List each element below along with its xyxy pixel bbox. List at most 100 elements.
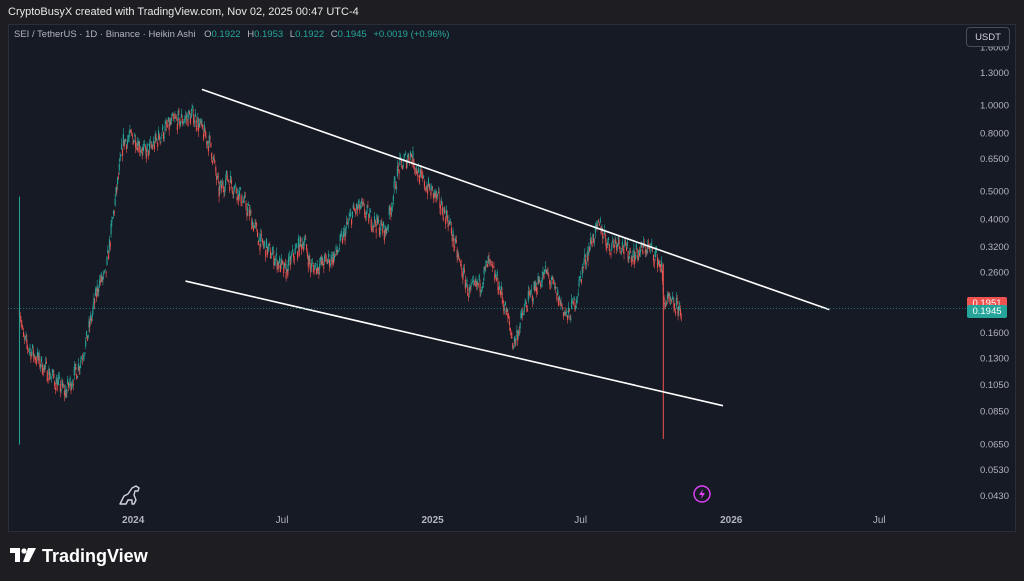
candle-body xyxy=(172,115,174,118)
candle-body xyxy=(150,143,152,147)
candle-body xyxy=(197,117,199,123)
candle-body xyxy=(217,176,219,178)
candle-body xyxy=(117,177,119,184)
candle-body xyxy=(584,253,586,258)
candle-body xyxy=(157,130,160,139)
candle-body xyxy=(620,251,622,253)
candle-body xyxy=(65,393,67,397)
candle-body xyxy=(567,307,569,314)
lightning-icon[interactable] xyxy=(693,485,711,503)
candle-body xyxy=(263,244,265,246)
candle-body xyxy=(55,377,57,384)
y-tick-label: 0.2600 xyxy=(980,268,1009,279)
candle-body xyxy=(644,249,646,254)
candle-body xyxy=(167,117,169,122)
candle-body xyxy=(256,231,259,238)
candle-body xyxy=(632,259,634,264)
candle-body xyxy=(354,210,356,212)
candle-body xyxy=(158,135,160,140)
candle-body xyxy=(502,300,504,303)
candle-body xyxy=(593,238,595,243)
candle-body xyxy=(51,374,53,376)
candle-body xyxy=(287,269,289,276)
candle-body xyxy=(454,246,456,248)
candle-body xyxy=(155,136,157,140)
candle-body xyxy=(77,363,79,371)
candle-body xyxy=(109,242,111,247)
candle-body xyxy=(463,267,465,274)
candle-body xyxy=(297,251,299,259)
candle-body xyxy=(229,175,232,183)
candle-body xyxy=(371,229,373,230)
candle-body xyxy=(336,249,338,253)
candle-body xyxy=(68,384,70,386)
candle-body xyxy=(621,241,623,247)
chart-frame[interactable] xyxy=(8,24,1016,532)
lower-trendline[interactable] xyxy=(185,280,724,407)
candle-body xyxy=(31,351,33,356)
candle-body xyxy=(154,134,156,142)
candle-body xyxy=(289,260,291,266)
candle-body xyxy=(218,186,220,197)
candle-body xyxy=(532,298,534,301)
candle-body xyxy=(260,233,262,243)
candle-body xyxy=(634,254,637,260)
upper-trendline[interactable] xyxy=(201,88,830,311)
tradingview-brand[interactable]: TradingView xyxy=(10,546,148,567)
candle-body xyxy=(377,218,379,224)
candle-body xyxy=(661,261,663,267)
candle-body xyxy=(132,140,134,145)
candle-body xyxy=(658,261,660,263)
candle-body xyxy=(315,268,317,274)
candle-body xyxy=(526,309,529,311)
candle-body xyxy=(135,148,137,149)
candle-body xyxy=(26,339,28,344)
candle-body xyxy=(270,251,272,259)
candle-body xyxy=(265,249,267,258)
candle-body xyxy=(40,366,42,368)
candle-body xyxy=(639,252,641,256)
candle-body xyxy=(235,188,237,194)
candle-body xyxy=(114,198,116,206)
candle-body xyxy=(60,389,62,391)
candle-body xyxy=(424,188,426,189)
candle-body xyxy=(299,236,301,246)
candle-body xyxy=(670,300,673,302)
candle-body xyxy=(321,256,323,261)
candle-body xyxy=(566,311,568,312)
candle-body xyxy=(421,173,423,174)
candle-body xyxy=(461,270,463,277)
candle-body xyxy=(159,141,161,143)
candle-body xyxy=(177,111,179,121)
candle-body xyxy=(395,183,397,190)
candle-body xyxy=(313,269,315,274)
candle-body xyxy=(659,264,661,267)
candle-body xyxy=(633,248,635,256)
candle-body xyxy=(676,298,678,300)
y-tick-label: 0.1300 xyxy=(980,354,1009,365)
candle-body xyxy=(504,308,506,310)
candle-body xyxy=(341,233,343,235)
candle-body xyxy=(673,302,675,309)
candle-body xyxy=(536,292,538,294)
candle-body xyxy=(364,209,366,215)
candle-body xyxy=(466,279,468,283)
candle-body xyxy=(195,120,197,127)
candle-body xyxy=(460,264,462,266)
y-tick-label: 0.0850 xyxy=(980,406,1009,417)
candle-body xyxy=(36,361,38,364)
candle-body xyxy=(458,256,460,258)
candle-body xyxy=(528,291,530,293)
candle-body xyxy=(476,282,478,287)
candle-body xyxy=(570,318,572,320)
candle-body xyxy=(524,303,526,306)
candle-body xyxy=(507,312,509,317)
y-tick-label: 0.5000 xyxy=(980,187,1009,198)
candle-body xyxy=(382,228,384,233)
candle-body xyxy=(415,166,417,169)
candle-body xyxy=(612,241,614,243)
currency-unit-button[interactable]: USDT xyxy=(966,27,1010,47)
candle-body xyxy=(23,337,25,339)
candle-body xyxy=(228,181,230,183)
